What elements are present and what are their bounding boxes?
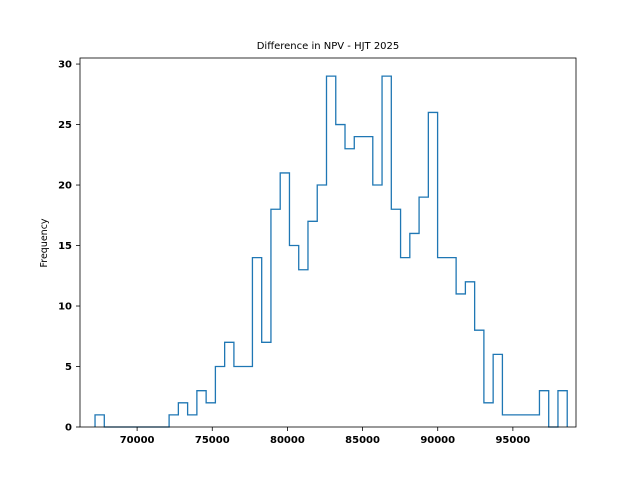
y-tick-label: 10	[58, 302, 72, 313]
y-tick-label: 20	[58, 181, 72, 192]
x-tick-label: 70000	[120, 435, 155, 446]
x-tick-label: 90000	[420, 435, 455, 446]
axis-ticks: 70000 75000 80000 85000 90000 95000 0 5 10 15 20 25…	[58, 60, 530, 446]
y-tick-label: 30	[58, 60, 72, 71]
y-tick-label: 15	[58, 241, 72, 252]
x-tick-label: 95000	[495, 435, 530, 446]
x-tick-label: 85000	[345, 435, 380, 446]
y-tick-label: 0	[65, 423, 72, 434]
histogram-step-line	[94, 75, 568, 428]
x-tick-label: 80000	[270, 435, 305, 446]
chart-title: Difference in NPV - HJT 2025	[257, 41, 400, 52]
plot-frame	[79, 57, 577, 428]
x-tick-label: 75000	[195, 435, 230, 446]
y-tick-label: 5	[65, 362, 72, 373]
y-axis-label: Frequency	[39, 218, 50, 267]
y-tick-label: 25	[58, 120, 72, 131]
histogram-marks	[94, 75, 568, 428]
